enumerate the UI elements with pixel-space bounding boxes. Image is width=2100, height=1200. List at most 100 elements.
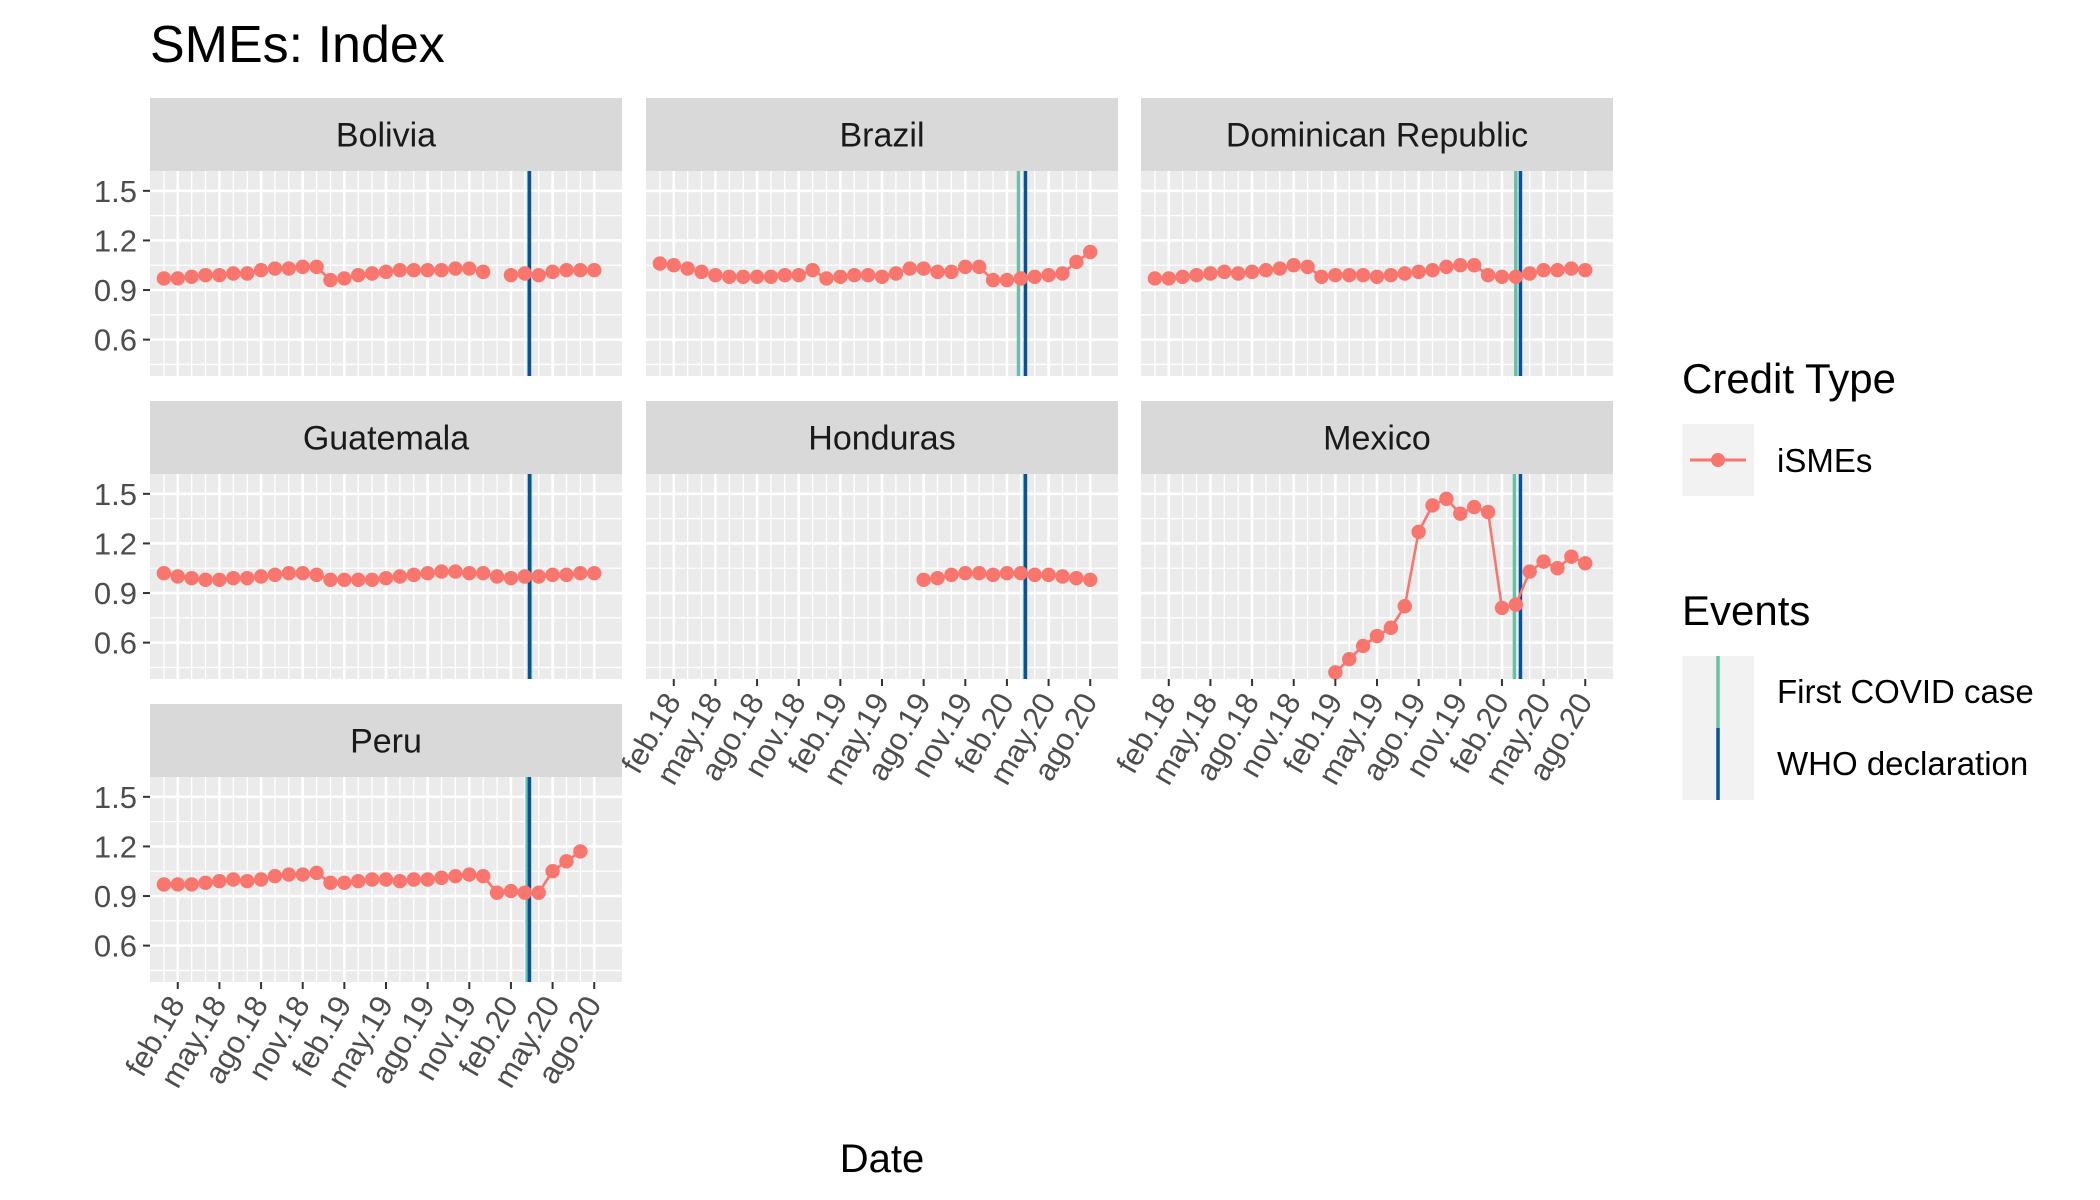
data-point [1369,269,1385,285]
data-point [1286,258,1301,273]
data-point [666,258,681,273]
legend-label-who-declaration: WHO declaration [1777,745,2028,782]
data-point [226,570,241,586]
data-point [212,267,227,283]
facet-panel-mexico: Mexicofeb.18may.18ago.18nov.18feb.19may.… [1109,401,1613,791]
data-point [1069,254,1084,270]
data-point [1230,266,1246,281]
data-point [944,567,959,583]
data-point [958,259,973,275]
data-point [1355,638,1371,654]
data-point [944,264,959,280]
gridlines [150,777,622,982]
data-point [378,872,394,887]
data-point [1578,262,1593,278]
data-point [1383,620,1399,635]
data-point [1494,269,1510,285]
data-point [958,565,973,581]
facet-strip-label: Honduras [808,420,955,458]
data-point [902,261,917,276]
data-point [791,267,806,283]
data-point [1161,271,1176,286]
data-point [1453,506,1468,521]
data-point [226,266,241,281]
data-point [1397,266,1412,281]
data-point [531,569,546,584]
data-point [749,269,765,285]
data-point [475,264,491,280]
data-point [462,565,477,581]
facet-strip [646,401,1118,474]
data-point [170,569,185,584]
data-point [420,565,435,581]
data-point [777,267,793,283]
data-point [1550,262,1565,278]
data-point [212,873,227,889]
data-point [198,572,213,588]
facet-strip [150,98,622,171]
data-point [1272,261,1288,276]
data-point [351,873,366,889]
data-point [1244,264,1260,280]
data-point [874,269,890,285]
data-point [545,567,560,583]
data-point [503,883,519,899]
data-point [364,572,380,588]
data-point [1069,570,1084,586]
legend: Credit Type iSMEs Events First COVID cas… [1682,355,2034,800]
y-tick-label: 1.5 [94,780,137,815]
data-point [309,567,324,583]
data-point [763,269,779,285]
data-point [1439,259,1454,275]
data-point [517,569,533,584]
data-point [1508,269,1524,285]
data-point [1536,554,1551,569]
data-point [281,261,297,276]
data-point [833,269,848,285]
data-point [1383,267,1399,283]
data-point [406,872,421,887]
data-point [351,267,366,283]
data-point [239,266,255,281]
data-point [1328,267,1343,283]
data-point [198,267,213,283]
data-point [888,266,904,281]
facet-strip [150,401,622,474]
facet-strip-label: Brazil [839,117,924,155]
data-point [156,877,172,892]
data-point [1564,549,1579,564]
data-point [1439,491,1454,506]
data-point [392,262,408,278]
data-point [1013,565,1029,581]
legend-title-events: Events [1682,587,1810,634]
data-point [1369,628,1385,644]
facet-strip [1141,401,1613,474]
data-point [531,267,546,283]
data-point [1342,267,1357,283]
data-point [652,256,668,271]
y-tick-label: 1.2 [94,829,137,864]
data-point [406,262,421,278]
data-point [184,570,199,586]
facet-panel-guatemala: Guatemala 0.6 0.9 1.2 1.5 [94,401,622,679]
data-point [1578,556,1593,571]
data-point [1217,264,1232,280]
data-point [489,885,505,900]
data-point [281,867,297,882]
data-point [295,867,310,882]
data-point [708,267,723,283]
data-point [253,262,269,278]
facet-strip-label: Peru [350,723,422,761]
data-point [573,262,588,278]
data-point [1175,269,1190,285]
y-tick-label: 0.6 [94,626,137,661]
data-point [916,261,931,276]
data-point [337,875,352,891]
facet-panel-peru: Peru0.60.91.21.5feb.18may.18ago.18nov.18… [94,704,622,1094]
facet-strip [646,98,1118,171]
facet-strip-label: Dominican Republic [1226,117,1528,155]
data-point [337,572,352,588]
data-point [559,262,574,278]
data-point [1466,258,1482,273]
